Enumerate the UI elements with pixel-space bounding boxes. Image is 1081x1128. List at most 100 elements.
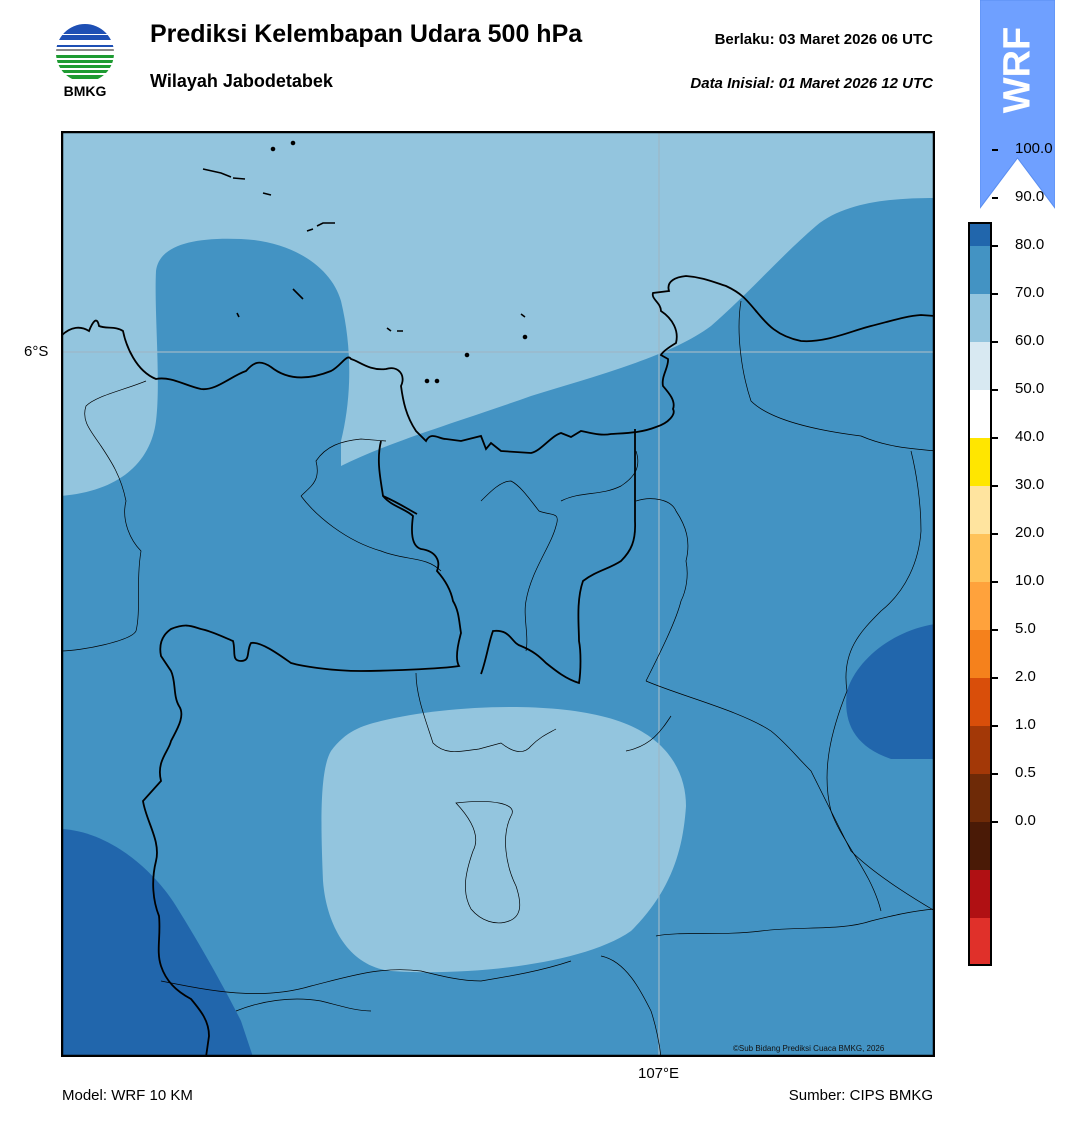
- island-10: [290, 140, 296, 146]
- colorbar-swatch: [968, 534, 992, 582]
- map-frame: [60, 130, 936, 1058]
- jakarta-boundary: [480, 429, 636, 685]
- colorbar-tick: [992, 677, 998, 679]
- bmkg-logo: BMKG: [52, 20, 118, 102]
- humidity-map[interactable]: [60, 130, 936, 1058]
- island-9: [270, 146, 276, 152]
- colorbar-tick-label: 5.0: [1015, 620, 1036, 637]
- province-boundary: [142, 440, 462, 1057]
- colorbar-tick: [992, 389, 998, 391]
- district-line-5: [560, 450, 639, 502]
- island-6: [386, 327, 403, 332]
- district-line-1: [61, 380, 147, 652]
- island-3: [262, 192, 272, 196]
- district-line-7: [625, 715, 672, 752]
- district-line-4: [480, 480, 558, 652]
- island-11: [464, 352, 470, 358]
- colorbar-tick-label: 0.5: [1015, 764, 1036, 781]
- model-label: Model: WRF 10 KM: [62, 1087, 193, 1104]
- colorbar-tick: [992, 725, 998, 727]
- colorbar-swatch: [968, 294, 992, 342]
- colorbar-swatch: [968, 582, 992, 630]
- colorbar-tick: [992, 821, 998, 823]
- colorbar-swatch: [968, 390, 992, 438]
- district-line-8: [645, 680, 935, 912]
- colorbar-swatches: [968, 150, 992, 966]
- colorbar-swatch: [968, 342, 992, 390]
- colorbar-swatch: [968, 630, 992, 678]
- latitude-label: 6°S: [24, 343, 49, 360]
- colorbar-swatch: [968, 774, 992, 822]
- colorbar-tick-label: 2.0: [1015, 668, 1036, 685]
- wrf-ribbon-shape: [979, 0, 1056, 210]
- wrf-badge: WRF: [979, 0, 1056, 210]
- colorbar-tick-label: 1.0: [1015, 716, 1036, 733]
- colorbar-tick: [992, 485, 998, 487]
- map-title: Prediksi Kelembapan Udara 500 hPa: [150, 20, 583, 48]
- colorbar-tick-label: 100.0: [1015, 140, 1053, 157]
- source-label: Sumber: CIPS BMKG: [788, 1087, 933, 1104]
- colorbar-swatch: [968, 726, 992, 774]
- colorbar-swatch: [968, 438, 992, 486]
- island-8: [520, 313, 526, 318]
- colorbar-tick: [992, 341, 998, 343]
- humidity-zone-east-80-90: [846, 624, 935, 759]
- wrf-badge-text: WRF: [997, 27, 1039, 114]
- island-12: [424, 378, 430, 384]
- island-7: [236, 312, 240, 318]
- island-4: [306, 222, 335, 232]
- district-line-3: [300, 495, 442, 572]
- init-time: Data Inisial: 01 Maret 2026 12 UTC: [690, 75, 933, 92]
- colorbar-tick-label: 20.0: [1015, 524, 1045, 541]
- colorbar-tick: [992, 629, 998, 631]
- map-canvas[interactable]: [60, 130, 936, 1058]
- colorbar-swatch: [968, 918, 992, 966]
- colorbar-swatch: [968, 822, 992, 870]
- island-14: [522, 334, 528, 340]
- colorbar-tick-label: 70.0: [1015, 284, 1045, 301]
- island-13: [434, 378, 440, 384]
- bmkg-emblem-icon: BMKG: [56, 24, 114, 99]
- humidity-zone-south-60-70: [321, 706, 686, 973]
- colorbar-tick: [992, 437, 998, 439]
- district-line-9: [738, 300, 935, 452]
- coastline: [61, 275, 935, 454]
- district-line-15: [655, 908, 935, 937]
- humidity-zone-north-60-70: [61, 131, 935, 496]
- colorbar-tick: [992, 533, 998, 535]
- colorbar-tick-label: 80.0: [1015, 236, 1045, 253]
- district-line-17: [600, 955, 662, 1057]
- colorbar-tick: [992, 245, 998, 247]
- colorbar-swatch: [968, 870, 992, 918]
- colorbar-tick-label: 50.0: [1015, 380, 1045, 397]
- island-5: [292, 288, 304, 300]
- district-line-11: [826, 690, 882, 912]
- humidity-zone-southwest-80-90: [61, 829, 253, 1057]
- regency-boundary: [382, 495, 418, 515]
- colorbar-tick: [992, 197, 998, 199]
- district-line-12: [415, 672, 557, 752]
- copyright-text: ©Sub Bidang Prediksi Cuaca BMKG, 2026: [733, 1044, 885, 1053]
- colorbar-frame: [968, 222, 992, 966]
- colorbar-tick-label: 90.0: [1015, 188, 1045, 205]
- colorbar-swatch: [968, 198, 992, 246]
- colorbar-tick: [992, 149, 998, 151]
- district-line-2: [300, 438, 387, 497]
- longitude-label: 107°E: [638, 1065, 680, 1082]
- colorbar-swatch: [968, 246, 992, 294]
- district-line-16: [235, 998, 372, 1012]
- colorbar-tick-label: 40.0: [1015, 428, 1045, 445]
- colorbar-tick: [992, 581, 998, 583]
- islands: [202, 140, 528, 384]
- district-line-6: [635, 498, 689, 682]
- map-subtitle: Wilayah Jabodetabek: [150, 71, 333, 91]
- colorbar-tick: [992, 773, 998, 775]
- district-line-13: [455, 801, 521, 924]
- district-line-14: [160, 960, 572, 994]
- district-boundaries: [61, 300, 935, 1057]
- colorbar-tick-label: 10.0: [1015, 572, 1045, 589]
- island-1: [202, 168, 232, 178]
- colorbar-tick: [992, 293, 998, 295]
- colorbar-tick-label: 0.0: [1015, 812, 1036, 829]
- colorbar-tick-label: 30.0: [1015, 476, 1045, 493]
